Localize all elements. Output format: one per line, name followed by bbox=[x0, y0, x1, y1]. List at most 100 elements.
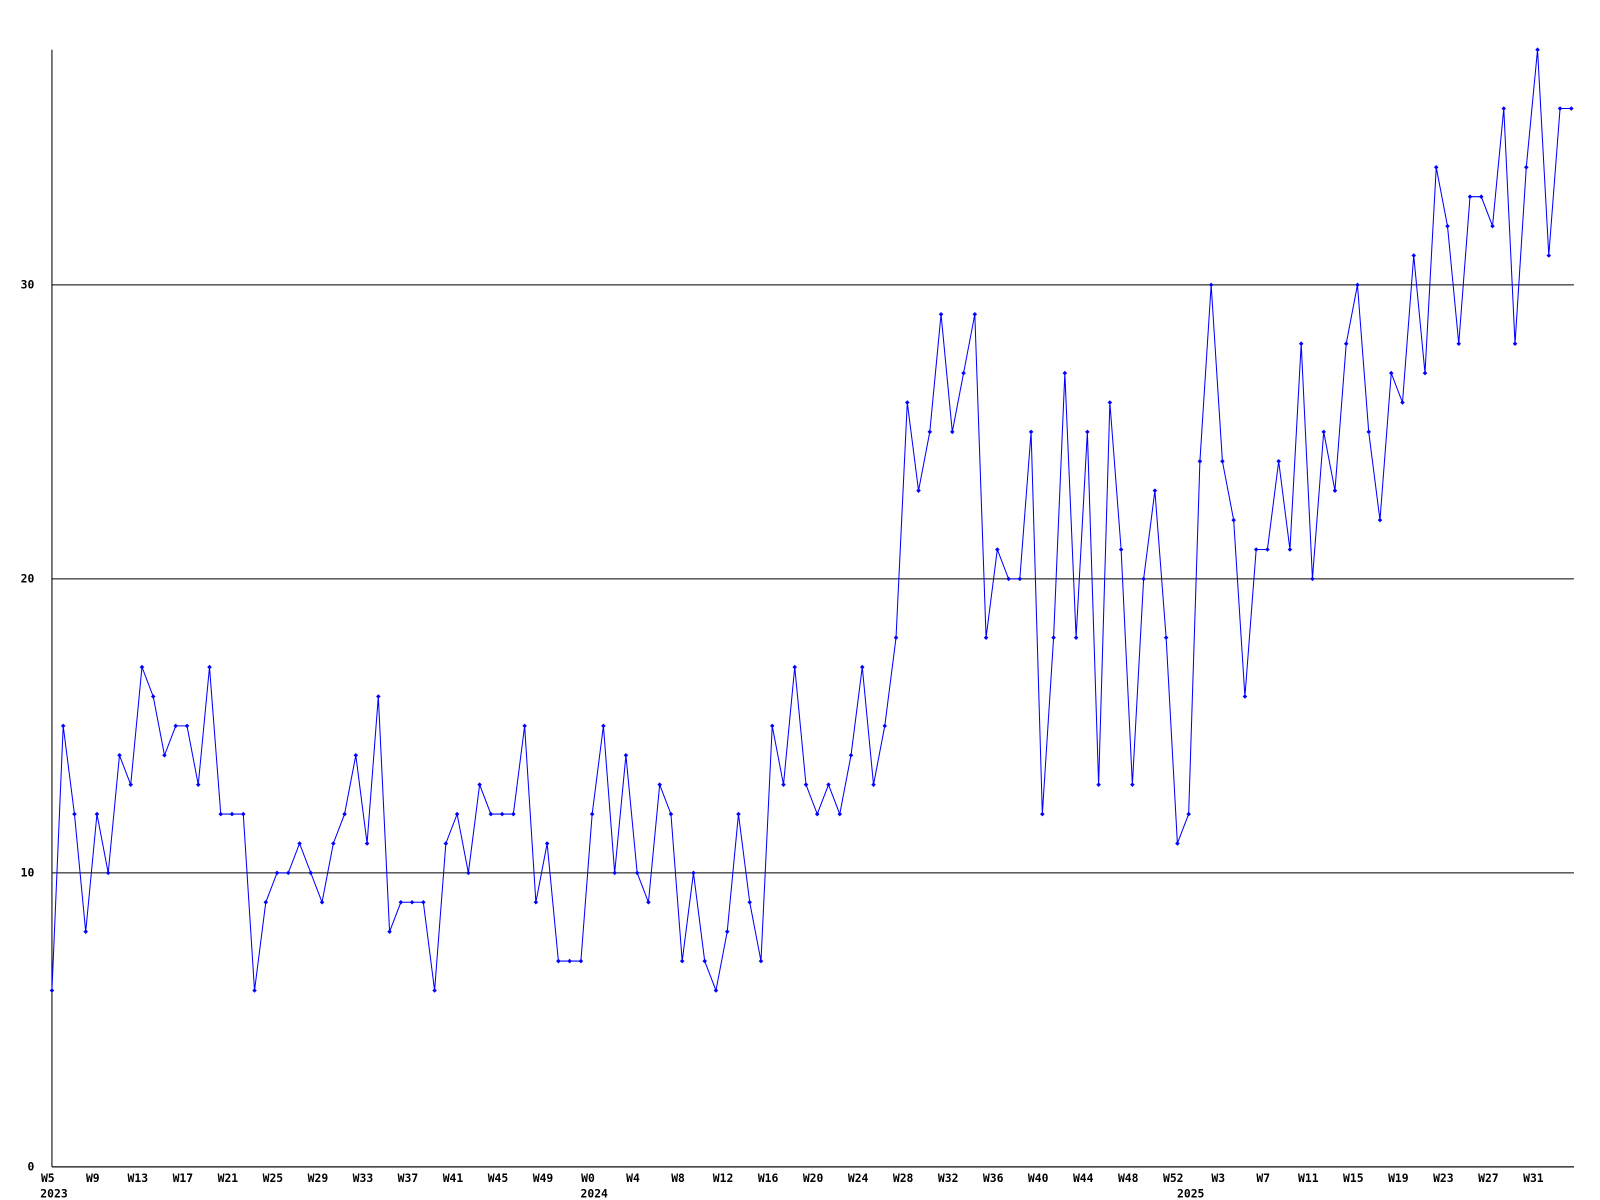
data-point bbox=[736, 811, 741, 817]
data-point bbox=[1276, 459, 1281, 464]
data-point bbox=[49, 988, 55, 993]
data-point bbox=[1411, 253, 1417, 258]
data-point bbox=[1343, 341, 1349, 346]
data-point bbox=[972, 312, 978, 317]
data-point bbox=[1051, 635, 1056, 640]
data-point bbox=[398, 899, 404, 905]
data-point bbox=[657, 782, 662, 787]
data-point bbox=[702, 958, 707, 964]
x-tick-label: W11 bbox=[1298, 1171, 1319, 1185]
x-tick-label: W9 bbox=[86, 1171, 100, 1185]
data-point bbox=[1512, 341, 1518, 346]
data-point bbox=[1400, 400, 1405, 405]
x-tick-label: W45 bbox=[488, 1171, 509, 1185]
data-point bbox=[72, 811, 77, 817]
x-tick-label: W20 bbox=[803, 1171, 824, 1185]
data-point bbox=[376, 694, 381, 699]
data-point bbox=[353, 753, 359, 758]
data-point bbox=[1118, 547, 1124, 552]
data-point bbox=[803, 782, 809, 787]
x-tick-label: W13 bbox=[128, 1171, 149, 1185]
data-point bbox=[477, 782, 482, 787]
data-point bbox=[1220, 459, 1225, 464]
data-point bbox=[128, 782, 134, 787]
data-point bbox=[679, 958, 685, 964]
data-point bbox=[556, 958, 561, 964]
data-point bbox=[207, 664, 212, 670]
data-point bbox=[826, 782, 831, 787]
data-point bbox=[983, 635, 989, 640]
x-tick-label: W32 bbox=[938, 1171, 959, 1185]
x-tick-label: W40 bbox=[1028, 1171, 1049, 1185]
x-tick-label: W36 bbox=[983, 1171, 1004, 1185]
data-point bbox=[1163, 635, 1169, 640]
data-point bbox=[871, 782, 876, 787]
data-point bbox=[646, 899, 651, 905]
data-point bbox=[387, 929, 392, 934]
data-point bbox=[758, 958, 764, 964]
data-point bbox=[1366, 429, 1371, 435]
data-point bbox=[634, 870, 640, 876]
data-point bbox=[1175, 841, 1180, 846]
data-point bbox=[544, 841, 550, 846]
data-point bbox=[139, 664, 145, 670]
data-point bbox=[1332, 488, 1338, 493]
x-tick-label: W49 bbox=[533, 1171, 554, 1185]
data-point bbox=[1298, 341, 1304, 346]
data-point bbox=[792, 664, 798, 670]
x-tick-label: W0 bbox=[581, 1171, 595, 1185]
y-tick-label: 0 bbox=[27, 1159, 34, 1173]
x-tick-label: W37 bbox=[398, 1171, 419, 1185]
x-tick-label: W44 bbox=[1073, 1171, 1094, 1185]
data-point bbox=[173, 723, 179, 729]
data-point bbox=[1062, 370, 1068, 376]
data-point bbox=[1085, 429, 1090, 435]
data-point bbox=[466, 870, 471, 876]
x-tick-label: W48 bbox=[1118, 1171, 1139, 1185]
data-point bbox=[713, 988, 719, 993]
data-point bbox=[308, 870, 314, 876]
data-point bbox=[938, 312, 944, 317]
data-point bbox=[1490, 223, 1495, 229]
data-point bbox=[1535, 47, 1540, 52]
data-point bbox=[263, 899, 269, 905]
data-point bbox=[364, 841, 370, 846]
x-tick-label: W25 bbox=[263, 1171, 284, 1185]
data-point bbox=[150, 694, 156, 699]
x-tick-label: W12 bbox=[713, 1171, 734, 1185]
x-tick-label: W41 bbox=[443, 1171, 464, 1185]
data-point bbox=[961, 370, 966, 376]
data-point bbox=[511, 811, 516, 817]
data-point bbox=[499, 811, 505, 817]
data-point bbox=[533, 899, 539, 905]
data-point bbox=[950, 429, 955, 435]
data-point bbox=[612, 870, 617, 876]
data-point bbox=[1253, 547, 1259, 552]
data-point bbox=[286, 870, 291, 876]
x-tick-label: W7 bbox=[1256, 1171, 1270, 1185]
data-point bbox=[1478, 194, 1484, 199]
data-point bbox=[1433, 165, 1439, 170]
x-tick-label: W33 bbox=[353, 1171, 374, 1185]
data-point bbox=[252, 988, 257, 993]
x-tick-label: W5 bbox=[41, 1171, 55, 1185]
data-point bbox=[1040, 811, 1045, 817]
data-point bbox=[443, 841, 449, 846]
data-point bbox=[848, 753, 854, 758]
data-point bbox=[1141, 576, 1146, 582]
data-point bbox=[60, 723, 66, 729]
data-point bbox=[1096, 782, 1101, 787]
data-point bbox=[578, 958, 584, 964]
x-tick-label: W3 bbox=[1211, 1171, 1225, 1185]
data-point bbox=[331, 841, 336, 846]
x-tick-label: W15 bbox=[1343, 1171, 1364, 1185]
data-point bbox=[781, 782, 786, 787]
data-point bbox=[1524, 165, 1529, 170]
data-point bbox=[1467, 194, 1473, 199]
data-point bbox=[184, 723, 190, 729]
data-point bbox=[893, 635, 899, 640]
data-point bbox=[522, 723, 527, 729]
data-point bbox=[1208, 282, 1214, 288]
